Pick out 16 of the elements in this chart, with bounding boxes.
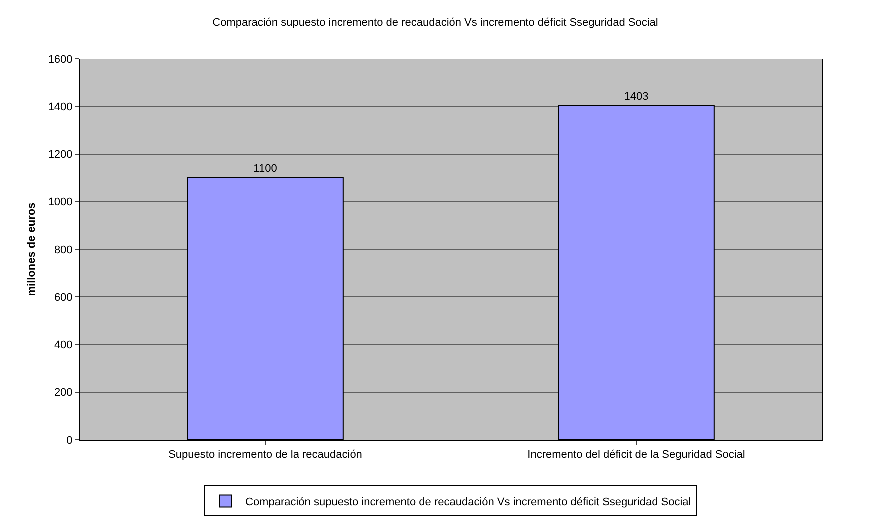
y-tick-label: 800 <box>54 244 73 256</box>
y-tick-label: 0 <box>66 434 73 447</box>
y-axis-title: millones de euros <box>26 202 38 296</box>
y-tick-label: 400 <box>54 340 73 352</box>
y-tick-label: 1000 <box>48 196 73 209</box>
data-label: 1100 <box>254 163 278 176</box>
y-tick-label: 200 <box>54 387 73 400</box>
legend-label: Comparación supuesto incremento de recaudación Vs incremento déficit Sseguridad Social <box>246 496 692 509</box>
y-tick-label: 1400 <box>48 101 73 114</box>
y-tick-label: 600 <box>54 292 73 304</box>
y-tick-label: 1600 <box>48 54 73 66</box>
y-tick-label: 1200 <box>48 149 73 162</box>
x-tick-label: Supuesto incremento de la recaudación <box>168 449 362 462</box>
chart-title: Comparación supuesto incremento de recaudación Vs incremento déficit Sseguridad Social <box>212 17 658 30</box>
x-tick-label: Incremento del déficit de la Seguridad Social <box>528 449 746 462</box>
data-label: 1403 <box>624 90 649 103</box>
